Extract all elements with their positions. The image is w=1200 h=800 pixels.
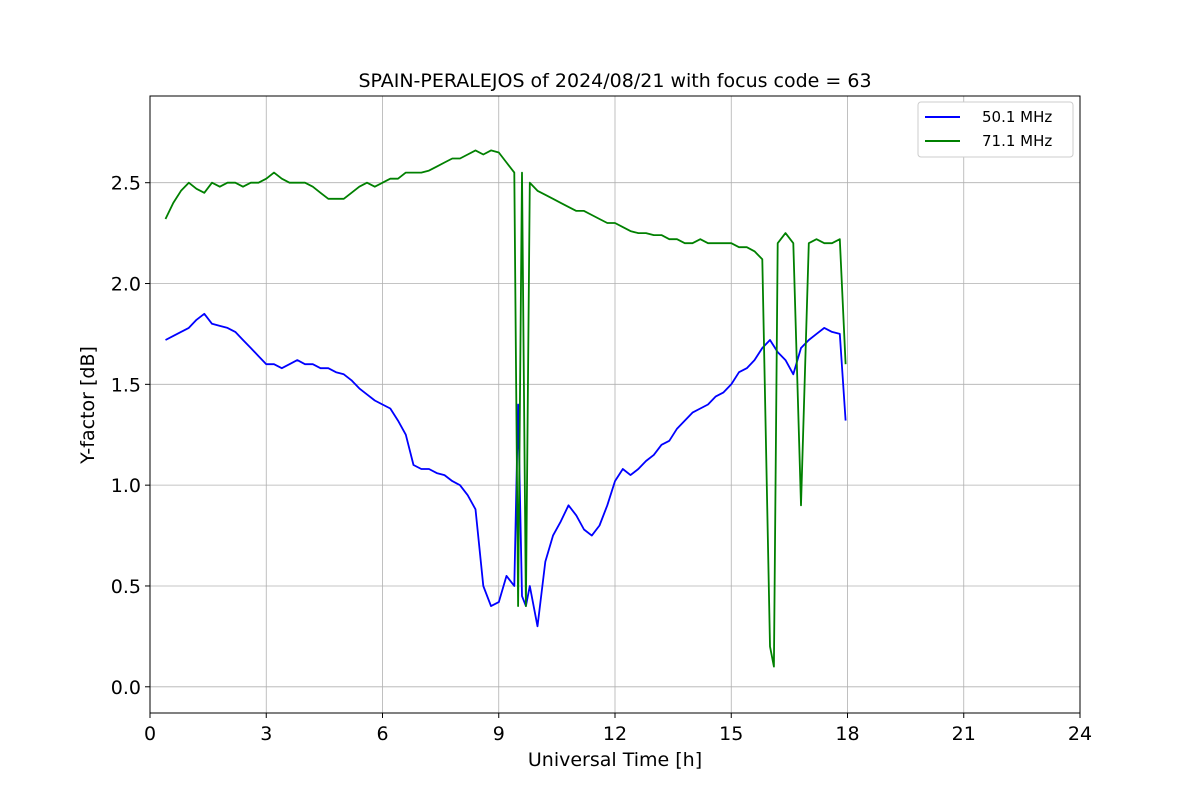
y-tick-label: 2.0: [111, 274, 141, 296]
x-tick-label: 12: [603, 723, 627, 745]
series-layer: [164, 149, 847, 668]
legend: 50.1 MHz 71.1 MHz: [917, 101, 1074, 158]
x-tick-label: 9: [493, 723, 505, 745]
legend-box: [917, 101, 1074, 158]
x-tick-label: 21: [952, 723, 976, 745]
x-axis-label: Universal Time [h]: [528, 749, 702, 771]
legend-label: 50.1 MHz: [982, 108, 1052, 126]
y-axis-label: Y-factor [dB]: [77, 346, 99, 465]
x-tick-label: 24: [1068, 723, 1092, 745]
series-line-71-1-mhz: [164, 149, 847, 668]
y-tick-label: 0.0: [111, 677, 141, 699]
y-tick-label: 1.0: [111, 475, 141, 497]
x-axis: 0 3 6 9 12 15 18 21 24: [144, 713, 1092, 745]
x-tick-label: 3: [260, 723, 272, 745]
y-tick-label: 0.5: [111, 576, 141, 598]
x-tick-label: 18: [835, 723, 859, 745]
chart-title: SPAIN-PERALEJOS of 2024/08/21 with focus…: [358, 70, 871, 92]
series-line-50-1-mhz: [165, 312, 847, 628]
y-axis: 0.0 0.5 1.0 1.5 2.0 2.5: [111, 173, 150, 699]
x-tick-label: 15: [719, 723, 743, 745]
x-tick-label: 0: [144, 723, 156, 745]
y-tick-label: 1.5: [111, 374, 141, 396]
y-tick-label: 2.5: [111, 173, 141, 195]
x-tick-label: 6: [376, 723, 388, 745]
legend-label: 71.1 MHz: [982, 132, 1052, 150]
